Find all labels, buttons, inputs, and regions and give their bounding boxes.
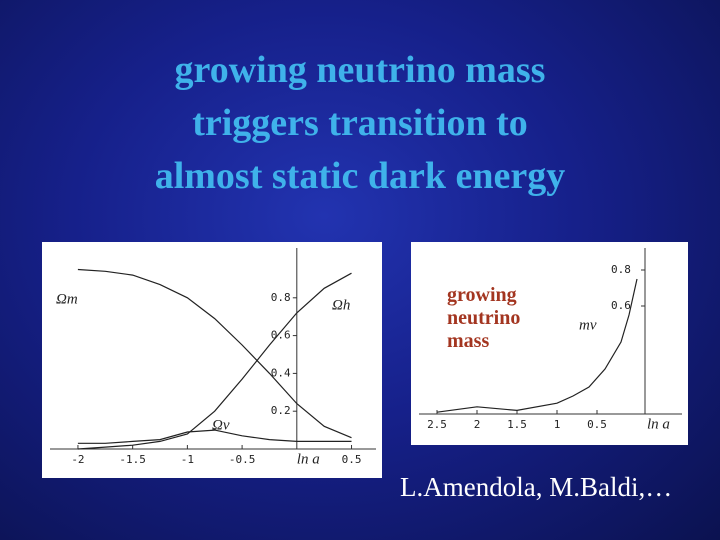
figure: 2.5 2 1.5 1 0.5 ln a 0.6 0.8 mν [419,248,682,432]
series-label: Ωm [56,291,78,307]
figure-panel: -2 -1.5 -1 -0.5 0.5 ln a 0.2 0.4 0.6 0.8 Ωm Ωh Ων [42,242,382,478]
x-tick-label: 1.5 [507,418,527,431]
data-line [77,268,352,439]
x-tick-label: -2 [71,453,84,466]
authors: L.Amendola, M.Baldi,… [400,472,673,502]
x-tick-label: 1 [554,418,561,431]
x-axis-label: ln a [297,451,320,467]
figure-note: growing neutrino mass [447,284,520,353]
y-tick-label: 0.8 [611,263,631,276]
data-line [77,429,352,444]
title-line: growing neutrino mass [174,49,546,91]
data-line [436,278,638,413]
series-label: Ων [212,417,230,433]
x-tick-label: 2 [474,418,481,431]
slide-title: growing neutrino mass triggers transitio… [0,44,720,203]
y-tick-label: 0.2 [271,404,291,417]
x-tick-label: 0.5 [587,418,607,431]
x-tick-label: 0.5 [342,453,362,466]
y-tick-label: 0.6 [611,299,631,312]
y-tick-label: 0.8 [271,291,291,304]
x-tick-label: -1.5 [119,453,145,466]
x-axis-label: ln a [647,416,670,432]
x-tick-label: -1 [181,453,194,466]
note-line: growing [447,284,517,306]
x-tick-label: 2.5 [427,418,447,431]
data-line [77,272,352,450]
note-line: mass [447,330,490,352]
title-line: triggers transition to [192,102,528,144]
y-tick-label: 0.4 [271,366,291,379]
title-line: almost static dark energy [154,155,566,197]
x-tick-label: -0.5 [229,453,256,466]
note-line: neutrino [447,307,521,329]
series-label: Ωh [332,297,350,313]
figure-panel: 2.5 2 1.5 1 0.5 ln a 0.6 0.8 mν growing neutrino… [411,242,688,445]
series-label: mν [579,317,597,333]
